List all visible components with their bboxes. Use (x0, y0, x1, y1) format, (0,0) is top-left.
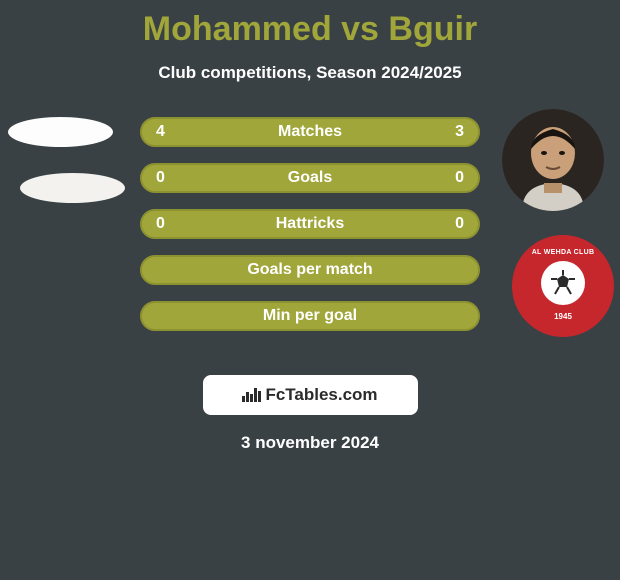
football-icon (549, 269, 577, 297)
stat-value-right: 3 (455, 123, 464, 141)
stat-label: Goals (142, 169, 478, 187)
stat-value-left: 0 (156, 215, 165, 233)
left-player-column (0, 117, 130, 203)
crest-year: 1945 (554, 312, 572, 321)
stat-row-matches: 4 Matches 3 (140, 117, 480, 147)
stat-label: Min per goal (142, 307, 478, 325)
chart-icon (242, 388, 261, 402)
stat-row-min-per-goal: Min per goal (140, 301, 480, 331)
page-title: Mohammed vs Bguir (0, 0, 620, 49)
right-player-column: AL WEHDA CLUB 1945 (500, 117, 620, 337)
stat-row-goals-per-match: Goals per match (140, 255, 480, 285)
stats-area: 4 Matches 3 0 Goals 0 0 Hattricks 0 Goal… (0, 117, 620, 357)
player-avatar-left (8, 117, 113, 147)
stat-label: Goals per match (142, 261, 478, 279)
stat-label: Matches (142, 123, 478, 141)
crest-name: AL WEHDA CLUB (532, 249, 595, 256)
crest-inner-icon (541, 261, 585, 305)
stat-row-goals: 0 Goals 0 (140, 163, 480, 193)
stat-label: Hattricks (142, 215, 478, 233)
footer-date: 3 november 2024 (0, 433, 620, 453)
source-badge: FcTables.com (203, 375, 418, 415)
stats-rows: 4 Matches 3 0 Goals 0 0 Hattricks 0 Goal… (140, 117, 480, 347)
club-badge-right: AL WEHDA CLUB 1945 (512, 235, 614, 337)
stat-row-hattricks: 0 Hattricks 0 (140, 209, 480, 239)
comparison-card: Mohammed vs Bguir Club competitions, Sea… (0, 0, 620, 580)
stat-value-left: 0 (156, 169, 165, 187)
club-badge-left (20, 173, 125, 203)
stat-value-left: 4 (156, 123, 165, 141)
stat-value-right: 0 (455, 169, 464, 187)
stat-value-right: 0 (455, 215, 464, 233)
source-text: FcTables.com (265, 385, 377, 405)
subtitle: Club competitions, Season 2024/2025 (0, 63, 620, 83)
player-face-icon (502, 109, 604, 211)
player-avatar-right (502, 109, 604, 211)
